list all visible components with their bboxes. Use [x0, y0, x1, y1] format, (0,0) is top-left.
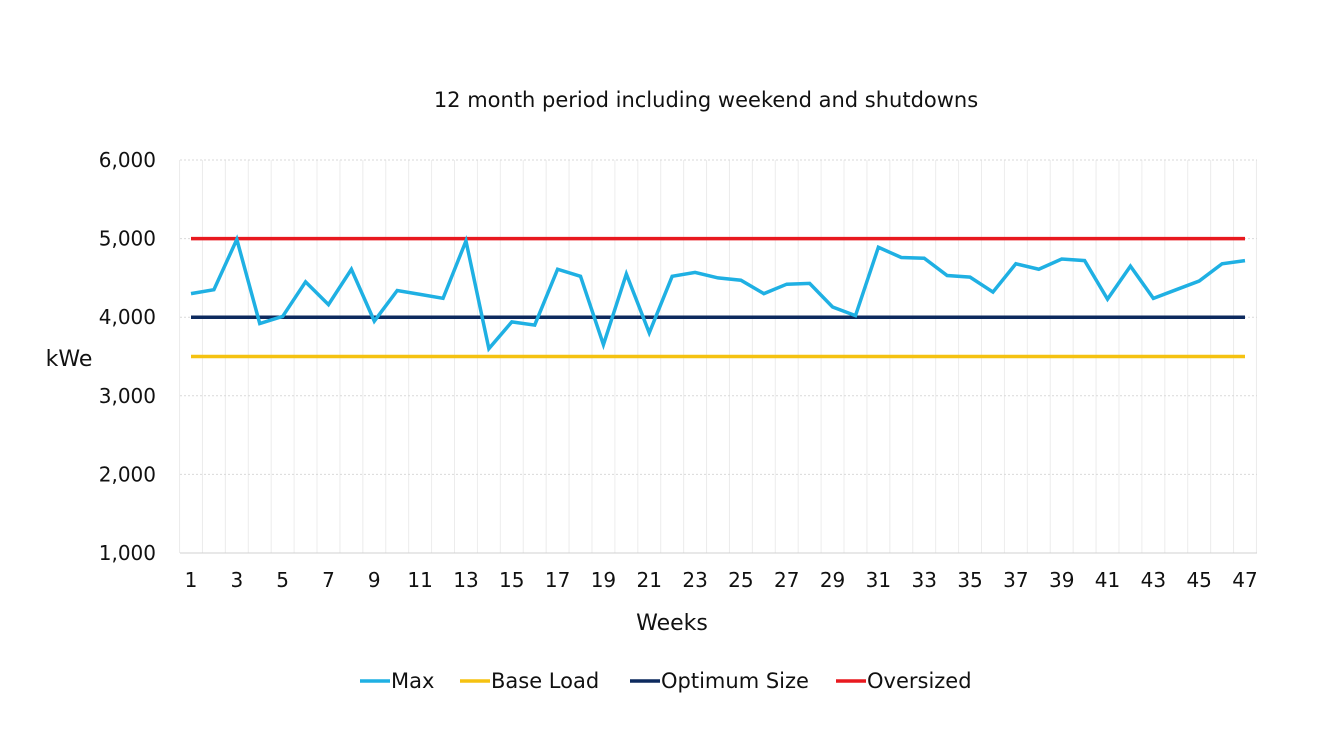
legend-label-optimum-size: Optimum Size — [661, 669, 809, 693]
x-tick-label: 39 — [1049, 568, 1074, 592]
y-axis-label: kWe — [46, 347, 93, 372]
x-axis-label: Weeks — [636, 611, 708, 636]
x-tick-label: 23 — [682, 568, 707, 592]
y-tick-label: 2,000 — [99, 462, 156, 486]
x-tick-label: 37 — [1003, 568, 1028, 592]
y-tick-label: 4,000 — [99, 305, 156, 329]
x-tick-label: 7 — [322, 568, 335, 592]
x-tick-label: 11 — [407, 568, 432, 592]
y-axis-ticks: 1,000 2,000 3,000 4,000 5,000 6,000 — [99, 148, 156, 565]
x-tick-label: 17 — [545, 568, 570, 592]
x-tick-label: 25 — [728, 568, 753, 592]
chart-title: 12 month period including weekend and sh… — [434, 88, 978, 112]
x-tick-label: 45 — [1186, 568, 1211, 592]
series-lines — [190, 234, 1246, 359]
x-tick-label: 9 — [368, 568, 381, 592]
x-tick-label: 33 — [911, 568, 936, 592]
x-tick-label: 27 — [774, 568, 799, 592]
x-tick-label: 43 — [1141, 568, 1166, 592]
x-tick-label: 1 — [185, 568, 198, 592]
x-tick-label: 15 — [499, 568, 524, 592]
x-tick-label: 13 — [453, 568, 478, 592]
y-tick-label: 3,000 — [99, 384, 156, 408]
legend: Max Base Load Optimum Size Oversized — [360, 669, 972, 693]
x-tick-label: 3 — [230, 568, 243, 592]
series-line-max — [190, 234, 1246, 353]
x-tick-label: 29 — [820, 568, 845, 592]
x-tick-label: 41 — [1095, 568, 1120, 592]
x-tick-label: 19 — [591, 568, 616, 592]
x-tick-label: 31 — [866, 568, 891, 592]
y-tick-label: 1,000 — [99, 541, 156, 565]
y-tick-label: 5,000 — [99, 227, 156, 251]
legend-label-max: Max — [391, 669, 434, 693]
legend-label-base-load: Base Load — [491, 669, 599, 693]
x-axis-ticks: 1 3 5 7 9 11 13 15 17 19 21 23 25 27 29 31 33 35 37 39 41 43 4… — [185, 568, 1258, 592]
x-tick-label: 35 — [957, 568, 982, 592]
y-tick-label: 6,000 — [99, 148, 156, 172]
x-tick-label: 5 — [276, 568, 289, 592]
x-tick-label: 21 — [637, 568, 662, 592]
legend-label-oversized: Oversized — [867, 669, 972, 693]
x-tick-label: 47 — [1232, 568, 1257, 592]
